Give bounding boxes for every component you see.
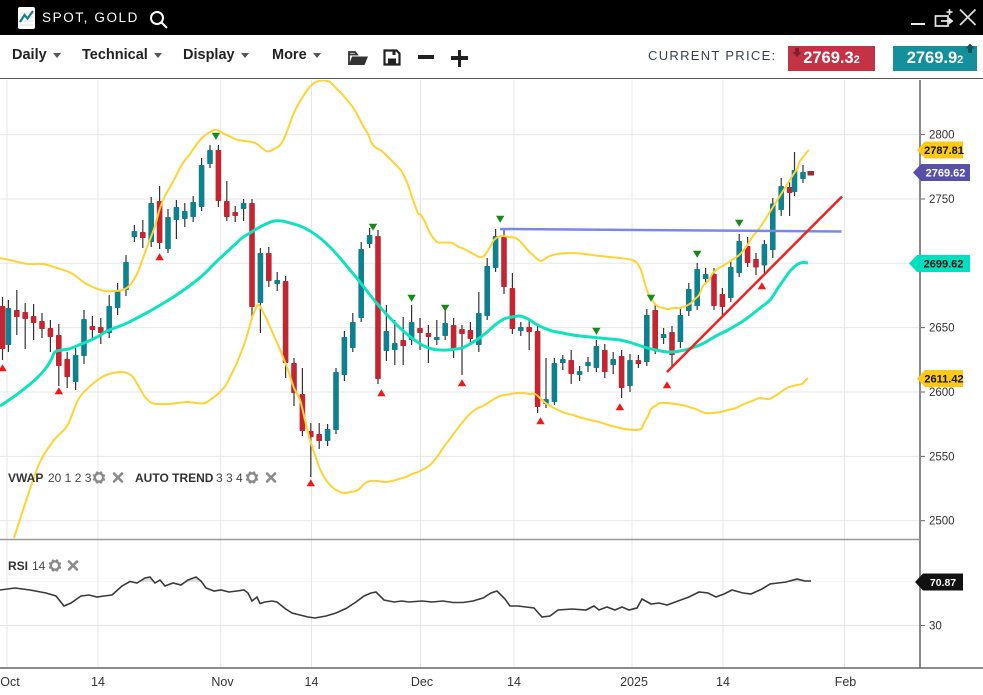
svg-text:30: 30 <box>929 621 942 633</box>
svg-text:Oct: Oct <box>0 675 20 689</box>
svg-text:2500: 2500 <box>929 516 955 528</box>
svg-text:2787.81: 2787.81 <box>924 145 964 157</box>
svg-text:2025: 2025 <box>620 675 648 689</box>
svg-text:14: 14 <box>305 675 319 689</box>
svg-text:14: 14 <box>91 675 105 689</box>
svg-text:2600: 2600 <box>929 387 955 399</box>
svg-text:20 1 2 3: 20 1 2 3 <box>48 471 92 485</box>
svg-text:3 3 4: 3 3 4 <box>216 471 243 485</box>
svg-text:14: 14 <box>716 675 730 689</box>
svg-text:14: 14 <box>507 675 521 689</box>
svg-text:2611.42: 2611.42 <box>924 374 963 386</box>
svg-text:2650: 2650 <box>929 323 955 335</box>
svg-text:Nov: Nov <box>211 675 234 689</box>
svg-text:2800: 2800 <box>929 130 955 142</box>
svg-text:2550: 2550 <box>929 451 955 463</box>
svg-text:2699.62: 2699.62 <box>924 259 964 271</box>
svg-text:Feb: Feb <box>835 675 857 689</box>
svg-text:2750: 2750 <box>929 194 955 206</box>
svg-text:70.87: 70.87 <box>930 577 956 589</box>
svg-text:VWAP: VWAP <box>8 471 43 485</box>
svg-text:RSI: RSI <box>8 559 28 573</box>
svg-text:Dec: Dec <box>411 675 433 689</box>
svg-text:2769.62: 2769.62 <box>926 168 966 180</box>
svg-text:AUTO TREND: AUTO TREND <box>135 471 214 485</box>
svg-text:14: 14 <box>32 559 46 573</box>
